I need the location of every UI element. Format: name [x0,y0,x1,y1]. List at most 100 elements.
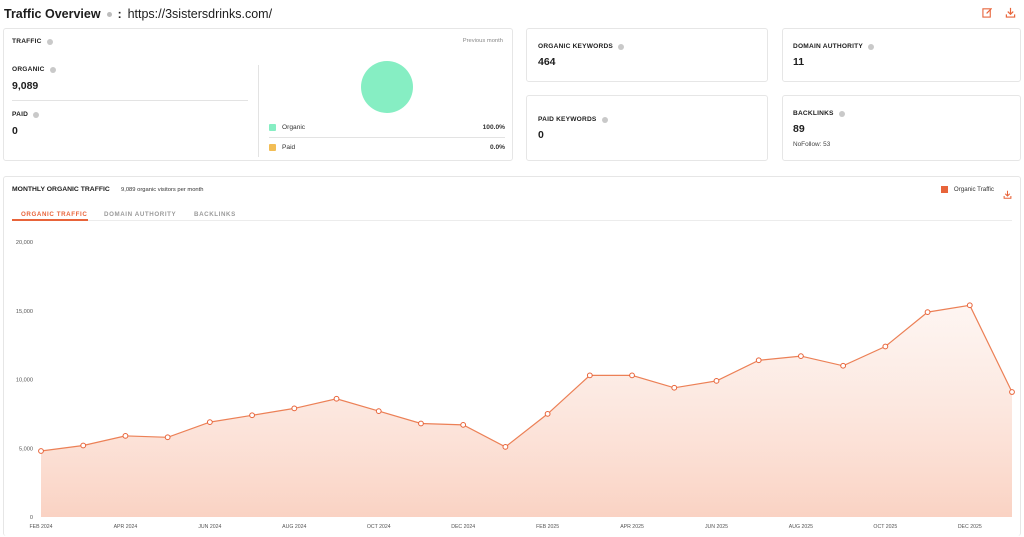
info-icon[interactable] [33,111,40,118]
info-icon[interactable] [49,66,56,73]
x-tick-label: APR 2024 [114,524,138,530]
traffic-card: TRAFFIC Previous month ORGANIC 9,089 PAI… [3,28,513,161]
active-tab-indicator [12,219,88,221]
series-area-organic-traffic [41,305,1012,517]
backlinks-label: BACKLINKS [793,110,845,117]
domain-authority-card: DOMAIN AUTHORITY 11 [782,28,1021,82]
y-tick-label: 15,000 [16,309,33,315]
organic-keywords-value: 464 [538,56,556,68]
data-point[interactable] [333,395,340,402]
data-point[interactable] [502,443,509,450]
legend-label-paid: Paid [282,144,296,151]
domain-url: https://3sistersdrinks.com/ [127,7,273,21]
y-tick-label: 20,000 [16,240,33,246]
legend-swatch-paid [269,144,276,151]
legend-label-organic-traffic: Organic Traffic [953,186,994,193]
domain-authority-label: DOMAIN AUTHORITY [793,43,874,50]
pie-slice-organic [361,61,413,113]
data-point[interactable] [586,372,593,379]
organic-label: ORGANIC [12,66,56,73]
x-tick-label: FEB 2025 [536,524,559,530]
legend-value-paid: 0.0% [489,144,505,151]
data-point[interactable] [544,410,551,417]
legend-swatch-organic-traffic [940,186,948,193]
legend-row-organic: Organic 100.0% [269,124,505,131]
monthly-traffic-title: MONTHLY ORGANIC TRAFFIC [12,186,110,193]
data-point[interactable] [38,448,44,454]
data-point[interactable] [375,408,382,415]
paid-keywords-value: 0 [538,129,544,141]
info-icon[interactable] [618,43,625,50]
page-header: Traffic Overview : https://3sistersdrink… [4,6,272,22]
series-line-organic-traffic [40,304,1013,452]
chart-legend[interactable]: Organic Traffic [940,186,994,193]
period-label: Previous month [462,38,503,44]
data-point[interactable] [713,377,720,384]
info-icon[interactable] [46,38,53,45]
backlinks-card: BACKLINKS 89 NoFollow: 53 [782,95,1021,161]
x-tick-label: DEC 2025 [958,524,982,530]
data-point[interactable] [418,420,424,427]
data-point[interactable] [80,442,87,449]
legend-value-organic: 100.0% [482,124,505,131]
x-tick-label: JUN 2025 [705,524,728,530]
header-actions [982,7,1016,20]
organic-keywords-card: ORGANIC KEYWORDS 464 [526,28,768,82]
data-point[interactable] [629,372,635,379]
data-point[interactable] [798,353,804,360]
divider [269,137,505,138]
page-title: Traffic Overview [4,7,101,21]
data-point[interactable] [291,405,298,412]
paid-value: 0 [12,125,18,137]
organic-value: 9,089 [12,80,39,92]
data-point[interactable] [164,434,171,441]
edit-icon[interactable] [982,7,993,20]
data-point[interactable] [882,343,889,350]
x-tick-label: DEC 2024 [451,524,475,530]
x-tick-label: FEB 2024 [29,524,52,530]
data-point[interactable] [122,432,129,439]
paid-label: PAID [12,111,40,118]
x-tick-label: AUG 2024 [282,524,306,530]
info-icon[interactable] [106,11,112,17]
tab-domain-authority[interactable]: DOMAIN AUTHORITY [104,211,177,218]
info-icon[interactable] [868,43,874,50]
x-tick-label: OCT 2024 [367,524,391,530]
divider [12,100,248,101]
legend-row-paid: Paid 0.0% [269,144,505,151]
tab-organic-traffic[interactable]: ORGANIC TRAFFIC [21,211,88,218]
tab-rule [12,220,1012,221]
data-point[interactable] [249,412,255,419]
data-point[interactable] [755,357,762,364]
download-icon[interactable] [1005,7,1016,20]
data-point[interactable] [460,421,467,428]
y-tick-label: 10,000 [16,378,33,384]
legend-swatch-organic [269,124,276,131]
data-point[interactable] [840,362,847,369]
nofollow-count: NoFollow: 53 [793,141,831,148]
x-tick-label: AUG 2025 [789,524,813,530]
backlinks-value: 89 [793,123,805,135]
traffic-label: TRAFFIC [12,38,53,45]
title-separator: : [117,7,122,21]
info-icon[interactable] [601,116,608,123]
x-tick-label: OCT 2025 [873,524,897,530]
data-point[interactable] [671,384,678,391]
tab-backlinks[interactable]: BACKLINKS [194,211,236,218]
paid-keywords-card: PAID KEYWORDS 0 [526,95,768,161]
paid-keywords-label: PAID KEYWORDS [538,116,608,123]
monthly-traffic-card: MONTHLY ORGANIC TRAFFIC 9,089 organic vi… [3,176,1021,536]
organic-keywords-label: ORGANIC KEYWORDS [538,43,625,50]
monthly-traffic-subtitle: 9,089 organic visitors per month [121,187,204,193]
x-tick-label: APR 2025 [620,524,644,530]
data-point[interactable] [1009,389,1015,395]
data-point[interactable] [924,309,931,316]
data-point[interactable] [206,419,213,426]
domain-authority-value: 11 [793,56,805,68]
download-icon[interactable] [1003,186,1012,204]
divider [258,65,259,157]
x-tick-label: JUN 2024 [198,524,221,530]
info-icon[interactable] [838,110,845,117]
data-point[interactable] [966,302,973,309]
y-tick-label: 5,000 [19,446,33,452]
